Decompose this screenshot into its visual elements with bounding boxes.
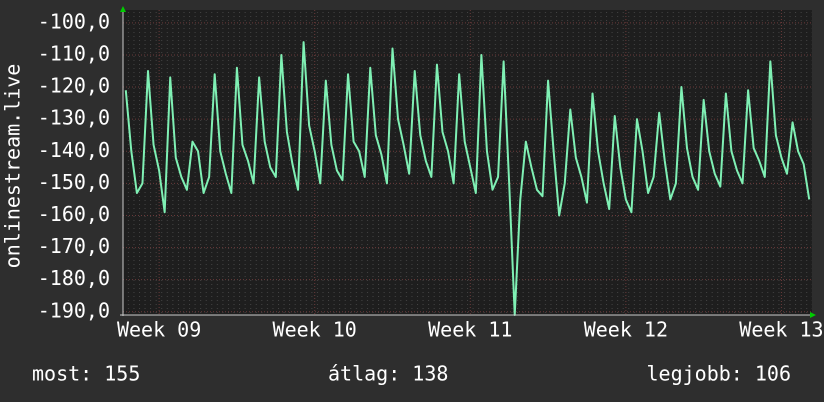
y-tick-label: -190,0 [38, 298, 110, 322]
x-tick-label: Week 11 [428, 318, 512, 342]
minor-grid [123, 10, 812, 315]
y-tick-label: -120,0 [38, 74, 110, 98]
best-value: legjobb: 106 [647, 362, 792, 386]
marks [124, 41, 811, 316]
y-tick-label: -160,0 [38, 202, 110, 226]
y-tick-label: -130,0 [38, 106, 110, 130]
y-axis-label: onlinestream.live [1, 64, 25, 269]
y-tick-label: -170,0 [38, 234, 110, 258]
x-tick-label: Week 09 [117, 318, 201, 342]
labels: -100,0 -110,0 -120,0 -130,0 -140,0 -150,0 -160… [38, 9, 824, 341]
x-tick-label: Week 12 [584, 318, 668, 342]
x-tick-label: Week 10 [273, 318, 357, 342]
current-value: most: 155 [32, 362, 140, 386]
y-tick-label: -110,0 [38, 41, 110, 65]
x-axis-arrow [810, 312, 816, 318]
y-axis-arrow [120, 6, 126, 12]
y-tick-label: -150,0 [38, 170, 110, 194]
y-tick-label: -100,0 [38, 9, 110, 33]
y-tick-label: -140,0 [38, 138, 110, 162]
average-value: átlag: 138 [328, 362, 448, 386]
y-tick-label: -180,0 [38, 266, 110, 290]
x-tick-label: Week 13 [739, 318, 823, 342]
data-line [124, 41, 811, 316]
